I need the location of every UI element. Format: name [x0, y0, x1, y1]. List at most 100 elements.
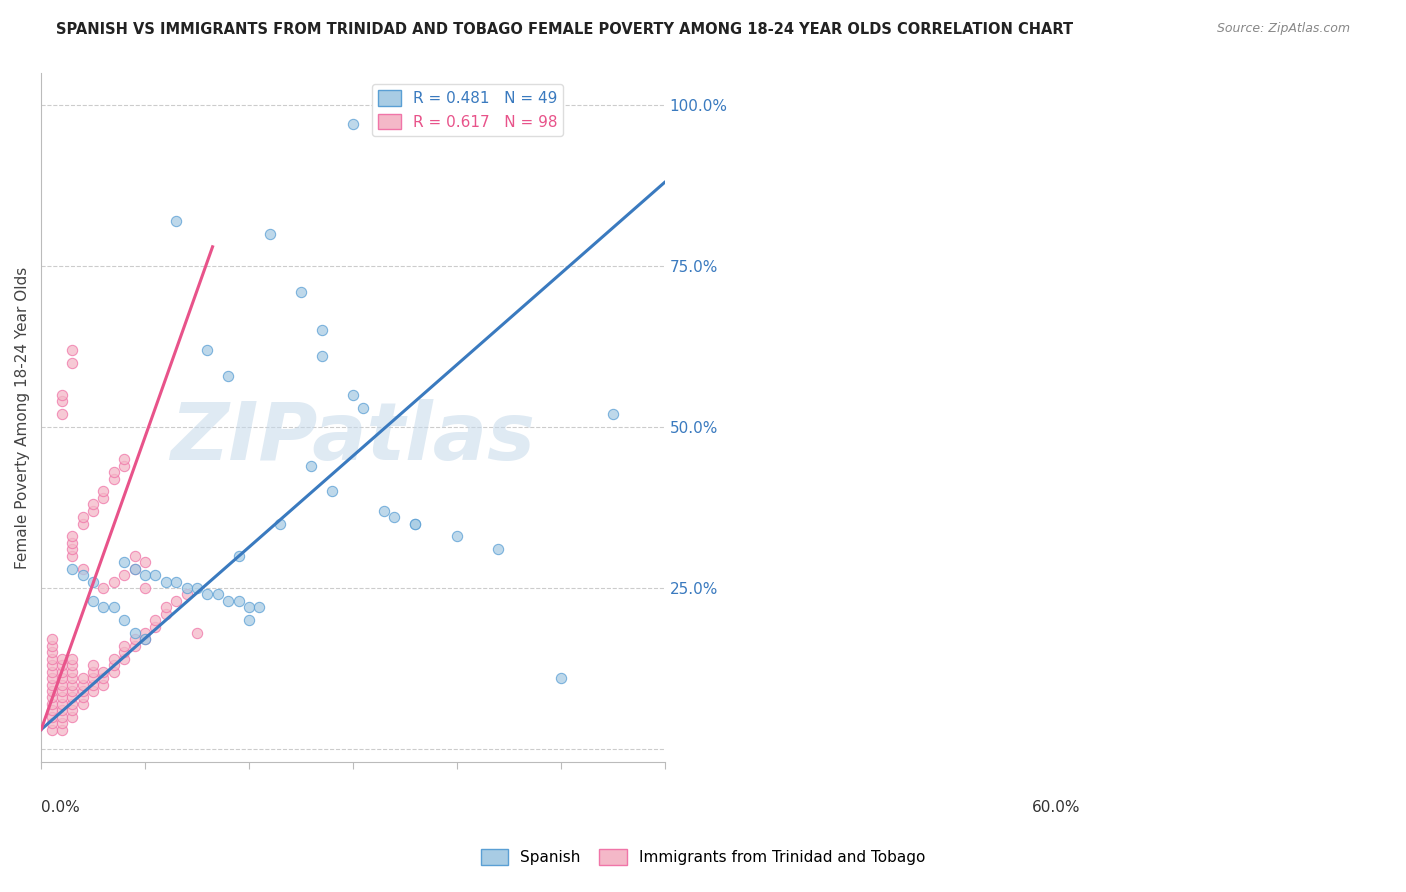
Point [228, 549, 250, 563]
Point [186, 626, 208, 640]
Point [82, 594, 104, 608]
Point [60, 652, 83, 666]
Point [238, 613, 260, 627]
Text: SPANISH VS IMMIGRANTS FROM TRINIDAD AND TOBAGO FEMALE POVERTY AMONG 18-24 YEAR O: SPANISH VS IMMIGRANTS FROM TRINIDAD AND … [56, 22, 1073, 37]
Point [60, 697, 83, 711]
Point [186, 581, 208, 595]
Point [155, 574, 177, 589]
Point [112, 452, 135, 467]
Point [82, 504, 104, 518]
Point [112, 568, 135, 582]
Y-axis label: Female Poverty Among 18-24 Year Olds: Female Poverty Among 18-24 Year Olds [15, 266, 30, 568]
Point [103, 658, 125, 673]
Point [124, 562, 146, 576]
Point [124, 632, 146, 647]
Point [394, 118, 416, 132]
Point [103, 652, 125, 666]
Point [93, 581, 115, 595]
Point [311, 349, 333, 363]
Point [82, 684, 104, 698]
Point [112, 555, 135, 569]
Point [51, 652, 73, 666]
Point [269, 516, 291, 531]
Point [51, 684, 73, 698]
Point [60, 343, 83, 357]
Point [60, 658, 83, 673]
Point [373, 504, 395, 518]
Point [51, 658, 73, 673]
Point [299, 458, 322, 473]
Point [165, 214, 187, 228]
Point [602, 407, 624, 421]
Point [112, 645, 135, 659]
Point [404, 516, 426, 531]
Point [124, 639, 146, 653]
Point [134, 632, 156, 647]
Point [60, 677, 83, 691]
Point [51, 703, 73, 717]
Point [51, 677, 73, 691]
Point [82, 658, 104, 673]
Point [41, 632, 63, 647]
Point [134, 555, 156, 569]
Point [134, 581, 156, 595]
Point [60, 549, 83, 563]
Point [82, 677, 104, 691]
Point [124, 562, 146, 576]
Point [51, 388, 73, 402]
Point [41, 658, 63, 673]
Point [41, 639, 63, 653]
Point [41, 703, 63, 717]
Point [60, 671, 83, 685]
Point [103, 665, 125, 679]
Point [103, 574, 125, 589]
Point [51, 716, 73, 731]
Point [155, 607, 177, 621]
Point [72, 568, 94, 582]
Point [82, 671, 104, 685]
Point [217, 594, 239, 608]
Point [51, 709, 73, 723]
Point [311, 323, 333, 337]
Legend: R = 0.481   N = 49, R = 0.617   N = 98: R = 0.481 N = 49, R = 0.617 N = 98 [371, 84, 564, 136]
Point [51, 723, 73, 737]
Point [134, 632, 156, 647]
Point [60, 690, 83, 705]
Point [41, 684, 63, 698]
Point [41, 690, 63, 705]
Point [145, 619, 167, 633]
Point [60, 536, 83, 550]
Point [51, 407, 73, 421]
Point [404, 516, 426, 531]
Point [93, 671, 115, 685]
Point [446, 529, 468, 543]
Point [72, 684, 94, 698]
Point [72, 690, 94, 705]
Point [72, 677, 94, 691]
Point [486, 542, 509, 557]
Point [112, 639, 135, 653]
Point [72, 510, 94, 524]
Point [93, 600, 115, 615]
Point [60, 709, 83, 723]
Point [155, 600, 177, 615]
Point [72, 697, 94, 711]
Point [72, 562, 94, 576]
Point [41, 716, 63, 731]
Point [41, 665, 63, 679]
Text: Source: ZipAtlas.com: Source: ZipAtlas.com [1216, 22, 1350, 36]
Point [103, 600, 125, 615]
Point [550, 671, 572, 685]
Point [82, 497, 104, 511]
Point [103, 465, 125, 479]
Point [60, 529, 83, 543]
Point [60, 665, 83, 679]
Point [60, 703, 83, 717]
Point [60, 562, 83, 576]
Point [124, 626, 146, 640]
Point [60, 684, 83, 698]
Point [259, 227, 281, 241]
Point [112, 652, 135, 666]
Point [51, 690, 73, 705]
Point [228, 594, 250, 608]
